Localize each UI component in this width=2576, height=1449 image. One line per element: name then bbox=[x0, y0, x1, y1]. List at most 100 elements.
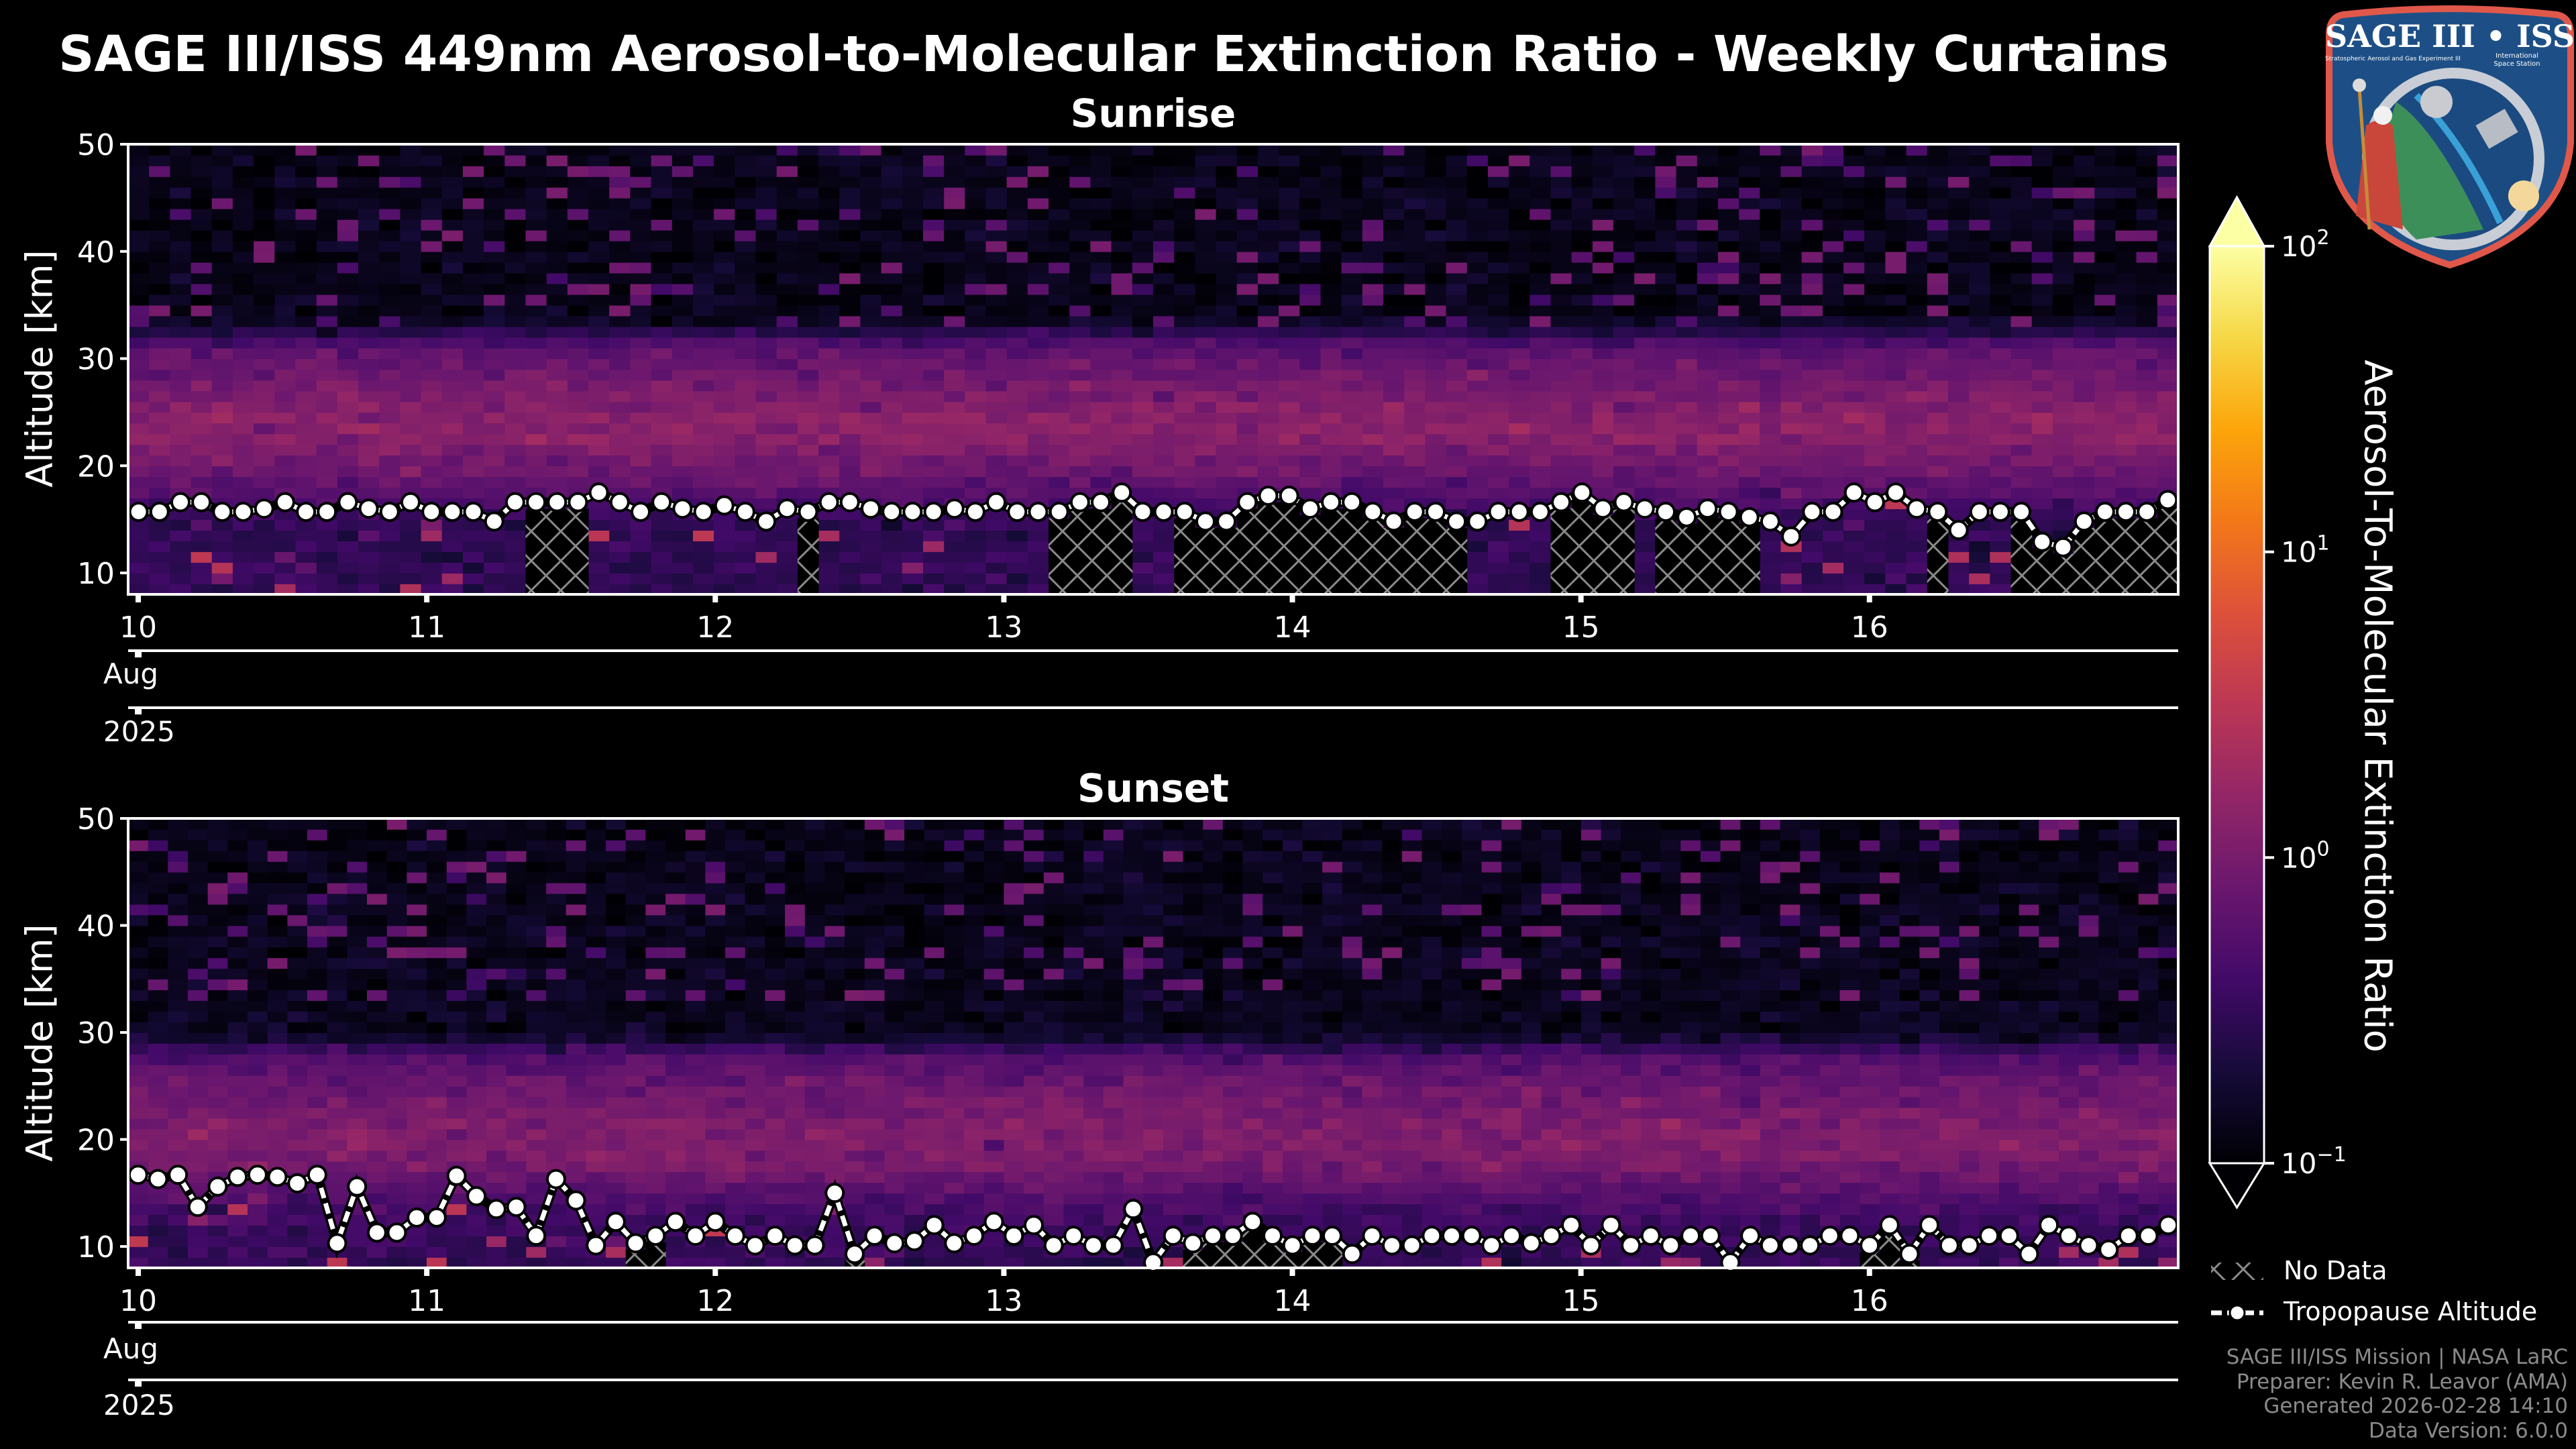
heatmap-cell bbox=[504, 176, 527, 188]
heatmap-cell bbox=[1676, 337, 1698, 349]
heatmap-cell bbox=[860, 144, 882, 156]
heatmap-cell bbox=[379, 294, 401, 306]
heatmap-cell bbox=[1529, 487, 1552, 498]
heatmap-cell bbox=[267, 1193, 288, 1205]
heatmap-cell bbox=[630, 401, 652, 413]
heatmap-cell bbox=[944, 390, 966, 402]
heatmap-cell bbox=[1571, 251, 1593, 263]
heatmap-cell bbox=[1739, 498, 1761, 509]
heatmap-cell bbox=[2115, 444, 2137, 456]
heatmap-cell bbox=[1655, 197, 1677, 209]
heatmap-cell bbox=[1634, 401, 1656, 413]
heatmap-cell bbox=[881, 519, 903, 531]
heatmap-cell bbox=[191, 412, 213, 424]
heatmap-cell bbox=[207, 1096, 229, 1108]
heatmap-cell bbox=[188, 989, 209, 1001]
heatmap-cell bbox=[2010, 197, 2033, 209]
heatmap-cell bbox=[407, 904, 427, 916]
heatmap-cell bbox=[735, 433, 757, 445]
heatmap-cell bbox=[379, 208, 401, 220]
heatmap-cell bbox=[1216, 498, 1238, 509]
heatmap-cell bbox=[1718, 186, 1739, 199]
heatmap-cell bbox=[818, 358, 841, 370]
heatmap-cell bbox=[965, 412, 987, 424]
heatmap-cell bbox=[367, 882, 388, 894]
heatmap-cell bbox=[2115, 251, 2137, 263]
heatmap-cell bbox=[2052, 433, 2074, 445]
no-data-hatch bbox=[1257, 502, 1279, 594]
tropopause-point bbox=[672, 498, 693, 519]
heatmap-cell bbox=[1697, 466, 1719, 478]
tropopause-point bbox=[1237, 492, 1258, 513]
heatmap-cell bbox=[1257, 412, 1279, 424]
heatmap-cell bbox=[347, 1011, 368, 1022]
heatmap-cell bbox=[128, 1193, 149, 1205]
heatmap-cell bbox=[1969, 208, 1991, 220]
heatmap-cell bbox=[347, 1139, 368, 1151]
heatmap-cell bbox=[1529, 166, 1552, 177]
figure-title: SAGE III/ISS 449nm Aerosol-to-Molecular … bbox=[58, 25, 2169, 83]
heatmap-cell bbox=[1111, 433, 1133, 445]
heatmap-cell bbox=[1341, 197, 1363, 209]
heatmap-cell bbox=[367, 936, 388, 948]
heatmap-cell bbox=[2052, 251, 2074, 263]
heatmap-cell bbox=[860, 412, 882, 424]
heatmap-cell bbox=[1257, 240, 1279, 252]
heatmap-cell bbox=[170, 197, 192, 209]
heatmap-cell bbox=[1027, 358, 1049, 370]
heatmap-cell bbox=[839, 294, 861, 306]
no-data-hatch bbox=[1362, 518, 1384, 594]
heatmap-cell bbox=[274, 219, 297, 231]
heatmap-cell bbox=[1948, 337, 1970, 349]
heatmap-cell bbox=[441, 347, 464, 360]
heatmap-cell bbox=[1049, 423, 1071, 435]
heatmap-cell bbox=[267, 893, 288, 905]
heatmap-cell bbox=[1425, 272, 1447, 284]
heatmap-cell bbox=[295, 401, 317, 413]
heatmap-cell bbox=[755, 272, 777, 284]
heatmap-cell bbox=[386, 839, 408, 851]
heatmap-cell bbox=[400, 466, 422, 478]
heatmap-cell bbox=[462, 423, 484, 435]
heatmap-cell bbox=[358, 305, 380, 317]
heatmap-cell bbox=[316, 551, 338, 563]
tropopause-point bbox=[1802, 502, 1823, 522]
heatmap-cell bbox=[1132, 390, 1154, 402]
heatmap-cell bbox=[1739, 455, 1761, 467]
heatmap-cell bbox=[462, 380, 484, 392]
heatmap-cell bbox=[839, 444, 861, 456]
heatmap-cell bbox=[1132, 283, 1154, 295]
heatmap-cell bbox=[2094, 423, 2116, 435]
heatmap-cell bbox=[609, 197, 631, 209]
heatmap-cell bbox=[2136, 369, 2158, 381]
heatmap-cell bbox=[588, 508, 610, 520]
heatmap-cell bbox=[207, 1236, 229, 1247]
heatmap-cell bbox=[128, 1096, 149, 1108]
heatmap-cell bbox=[327, 1011, 348, 1022]
heatmap-cell bbox=[2052, 272, 2074, 284]
heatmap-cell bbox=[2074, 186, 2096, 199]
heatmap-cell bbox=[2074, 444, 2096, 456]
tropopause-point bbox=[902, 502, 923, 522]
heatmap-cell bbox=[1279, 144, 1301, 156]
heatmap-cell bbox=[168, 914, 189, 926]
heatmap-cell bbox=[588, 562, 610, 574]
heatmap-cell bbox=[307, 839, 328, 851]
heatmap-cell bbox=[232, 466, 254, 478]
heatmap-cell bbox=[1780, 144, 1803, 156]
heatmap-cell bbox=[2031, 412, 2053, 424]
heatmap-cell bbox=[1885, 219, 1907, 231]
heatmap-cell bbox=[714, 315, 736, 327]
heatmap-cell bbox=[1885, 508, 1907, 520]
heatmap-cell bbox=[588, 315, 610, 327]
heatmap-cell bbox=[1509, 337, 1531, 349]
heatmap-cell bbox=[128, 861, 149, 873]
heatmap-cell bbox=[818, 584, 841, 595]
heatmap-cell bbox=[1466, 262, 1489, 274]
heatmap-cell bbox=[1739, 347, 1761, 360]
heatmap-cell bbox=[1006, 305, 1028, 317]
heatmap-cell bbox=[1383, 208, 1405, 220]
heatmap-cell bbox=[672, 197, 694, 209]
heatmap-cell bbox=[149, 433, 171, 445]
heatmap-cell bbox=[148, 1161, 169, 1173]
